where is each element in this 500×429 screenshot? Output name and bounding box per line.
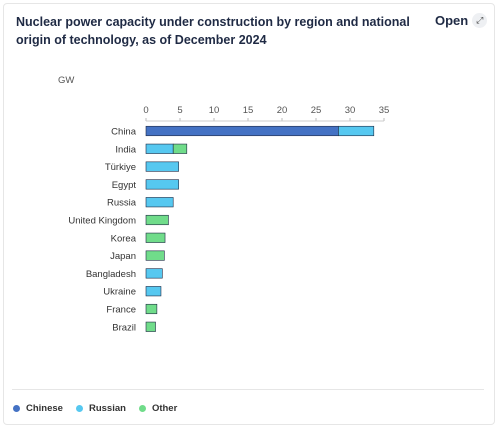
bar-other — [145, 303, 158, 315]
chart-title: Nuclear power capacity under constructio… — [16, 15, 410, 47]
bar-other — [145, 232, 166, 243]
bar-chinese — [145, 125, 339, 137]
category-label: Russia — [107, 198, 137, 209]
category-label: China — [111, 127, 137, 138]
category-label: United Kingdom — [68, 216, 136, 227]
category-label: Türkiye — [105, 162, 136, 173]
legend-item[interactable]: Other — [138, 403, 178, 414]
legend-label: Russian — [88, 403, 126, 414]
category-label: Ukraine — [103, 287, 136, 298]
legend-swatch — [75, 405, 83, 412]
bar-russian — [145, 268, 163, 279]
legend-item[interactable]: Russian — [75, 403, 126, 414]
chart-card: Nuclear power capacity under constructio… — [3, 3, 495, 425]
category-label: Egypt — [112, 180, 137, 191]
x-tick-label: 30 — [345, 105, 356, 116]
unit-label: GW — [58, 75, 75, 86]
bar-other — [145, 321, 156, 332]
bar-other — [172, 143, 188, 154]
x-tick-label: 35 — [379, 105, 390, 116]
x-tick-label: 20 — [277, 105, 288, 116]
bar-russian — [145, 286, 162, 297]
legend-label: Chinese — [26, 403, 63, 414]
legend-item[interactable]: Chinese — [13, 403, 63, 414]
open-button-label: Open — [435, 13, 469, 28]
category-label: India — [115, 144, 136, 155]
bar-russian — [338, 125, 375, 137]
x-tick-label: 15 — [243, 105, 254, 116]
x-tick-label: 0 — [143, 105, 148, 116]
x-tick-label: 10 — [209, 105, 220, 116]
legend-swatch — [138, 405, 146, 412]
category-label: Korea — [111, 233, 137, 244]
category-label: Brazil — [112, 322, 136, 333]
category-label: Bangladesh — [86, 269, 136, 280]
expand-icon: ⤢ — [472, 13, 488, 28]
x-tick-label: 5 — [177, 105, 182, 116]
legend: Chinese Russian Other — [13, 403, 177, 414]
category-label: France — [106, 305, 136, 316]
category-label: Japan — [110, 251, 136, 262]
open-button[interactable]: Open ⤢ — [435, 13, 488, 28]
bar-russian — [145, 143, 174, 154]
bar-other — [145, 214, 169, 226]
bar-russian — [145, 179, 179, 190]
x-tick-label: 25 — [311, 105, 322, 116]
bar-other — [145, 250, 165, 261]
bar-russian — [145, 197, 174, 208]
bar-russian — [145, 161, 179, 172]
legend-swatch — [13, 405, 20, 412]
legend-divider — [12, 389, 484, 390]
legend-label: Other — [151, 403, 178, 414]
